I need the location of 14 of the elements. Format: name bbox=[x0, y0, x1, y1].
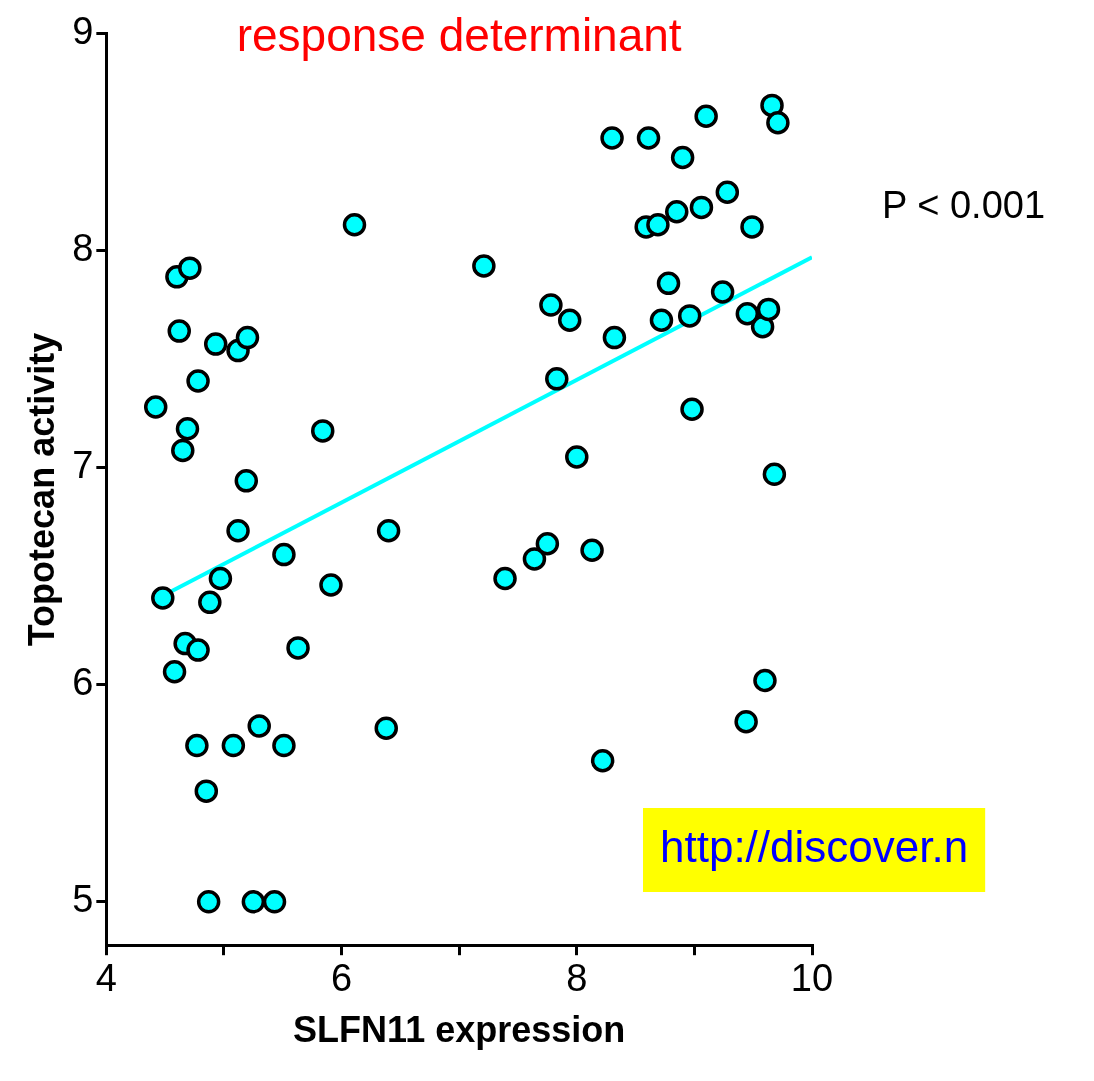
text: P < 0.001 bbox=[882, 183, 1046, 226]
x-tick-label: 4 bbox=[95, 957, 117, 1000]
chart-title: response determinant bbox=[236, 9, 682, 62]
y-tick-label: 7 bbox=[72, 444, 94, 487]
x-axis-title: SLFN11 expression bbox=[293, 1009, 626, 1051]
annotation: http://discover.n bbox=[660, 822, 969, 872]
y-tick-label: 9 bbox=[72, 10, 94, 53]
y-axis-title: Topotecan activity bbox=[20, 332, 62, 647]
x-tick-label: 8 bbox=[566, 957, 588, 1000]
y-tick-label: 5 bbox=[72, 878, 94, 921]
y-tick-label: 6 bbox=[72, 661, 94, 704]
x-tick-label: 10 bbox=[790, 957, 834, 1000]
x-tick-label: 6 bbox=[330, 957, 353, 1000]
y-tick-label: 8 bbox=[72, 227, 94, 270]
